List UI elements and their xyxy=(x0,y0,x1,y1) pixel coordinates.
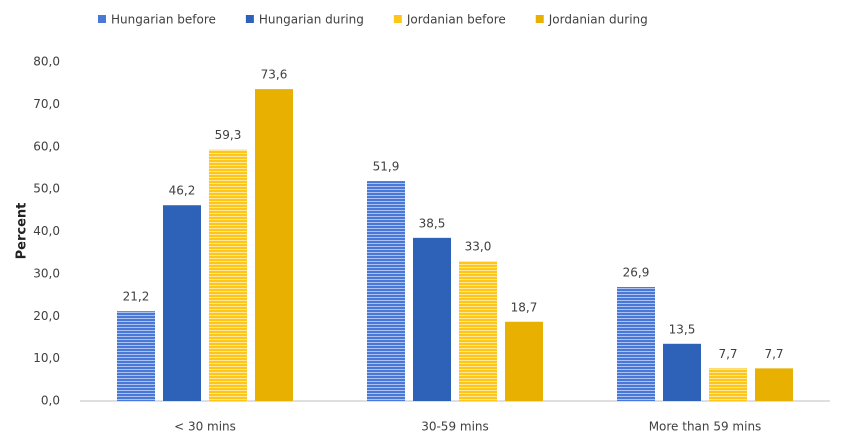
value-label: 38,5 xyxy=(419,216,446,230)
value-label: 51,9 xyxy=(373,160,400,174)
value-label: 18,7 xyxy=(511,300,538,314)
legend-swatch xyxy=(535,15,544,23)
bar xyxy=(663,343,701,401)
bar xyxy=(617,287,655,401)
x-tick-label: < 30 mins xyxy=(174,420,236,434)
y-tick-label: 50,0 xyxy=(33,182,60,196)
bar xyxy=(709,368,747,401)
bar xyxy=(755,368,793,401)
legend-swatch xyxy=(245,15,254,23)
bar xyxy=(505,321,543,401)
legend-label: Hungarian before xyxy=(111,13,216,27)
value-label: 13,5 xyxy=(669,322,696,336)
bar xyxy=(413,237,451,401)
y-tick-label: 20,0 xyxy=(33,309,60,323)
legend-swatch xyxy=(393,15,402,23)
value-label: 21,2 xyxy=(123,290,150,304)
y-tick-label: 80,0 xyxy=(33,55,60,69)
x-tick-label: More than 59 mins xyxy=(649,420,762,434)
y-axis-label: Percent xyxy=(15,203,30,260)
y-tick-label: 60,0 xyxy=(33,139,60,153)
x-tick-label: 30-59 mins xyxy=(421,420,489,434)
legend-swatch xyxy=(98,15,106,23)
y-tick-label: 0,0 xyxy=(41,394,60,408)
value-label: 7,7 xyxy=(764,347,783,361)
bar xyxy=(163,205,201,401)
value-label: 46,2 xyxy=(169,184,196,198)
value-label: 33,0 xyxy=(465,240,492,254)
legend-label: Jordanian before xyxy=(406,13,506,27)
value-label: 73,6 xyxy=(261,68,288,82)
bar xyxy=(209,149,247,401)
legend-label: Jordanian during xyxy=(548,13,648,27)
legend-label: Hungarian during xyxy=(259,13,364,27)
bar xyxy=(255,89,293,402)
value-label: 59,3 xyxy=(215,128,242,142)
bar xyxy=(117,311,155,401)
bar xyxy=(367,181,405,401)
bar xyxy=(459,261,497,401)
value-label: 26,9 xyxy=(623,266,650,280)
y-tick-label: 30,0 xyxy=(33,266,60,280)
value-label: 7,7 xyxy=(718,347,737,361)
y-tick-label: 10,0 xyxy=(33,351,60,365)
y-tick-label: 40,0 xyxy=(33,224,60,238)
y-tick-label: 70,0 xyxy=(33,97,60,111)
